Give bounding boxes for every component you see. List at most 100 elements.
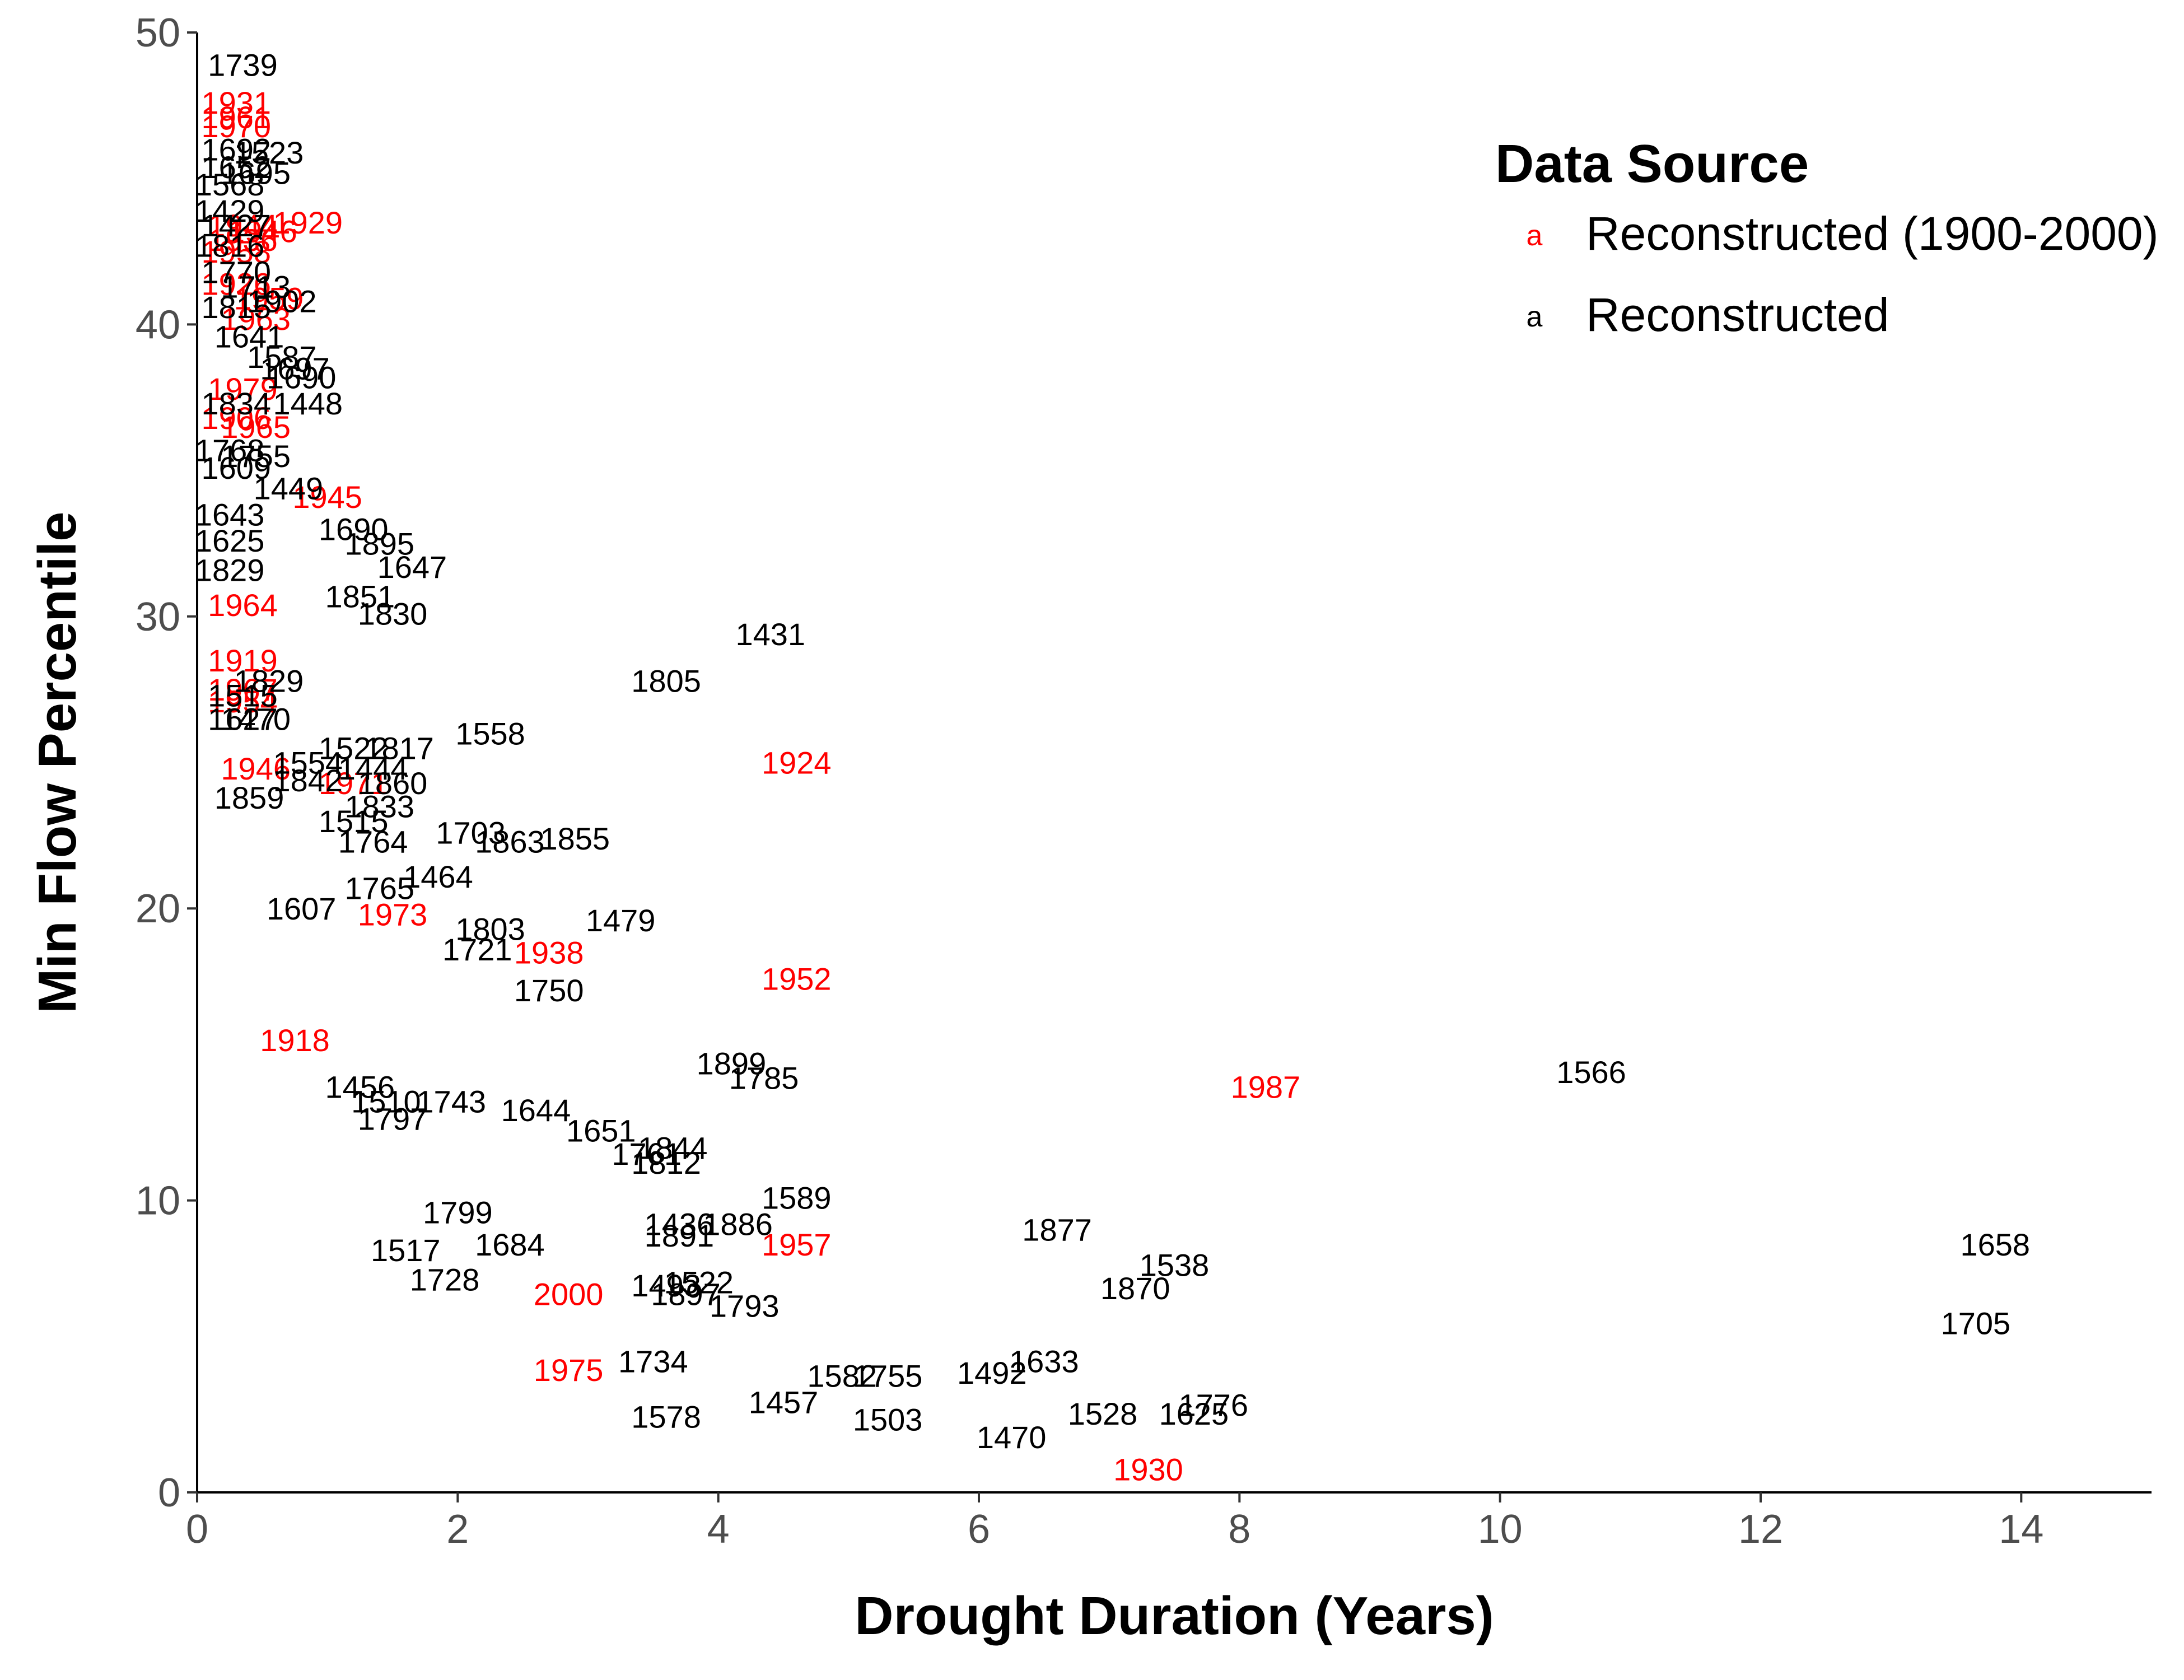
data-point-label: 1930: [1113, 1452, 1183, 1487]
data-point-label: 1515: [208, 678, 278, 713]
data-point-label: 1607: [267, 891, 337, 926]
data-point-label: 1973: [358, 897, 428, 932]
data-point-label: 1938: [514, 935, 584, 970]
data-point-label: 1587: [247, 339, 317, 375]
x-tick-label: 10: [1478, 1507, 1523, 1552]
data-point-label: 1566: [1556, 1054, 1626, 1090]
data-point-label: 1805: [631, 664, 701, 699]
data-point-label: 1470: [221, 701, 291, 736]
data-point-label: 1464: [403, 859, 473, 894]
data-point-label: 1870: [1100, 1271, 1170, 1306]
data-point-label: 1582: [807, 1358, 877, 1393]
legend-entry-label: Reconstructed (1900-2000): [1586, 207, 2159, 260]
x-tick-label: 14: [1999, 1507, 2043, 1552]
x-tick-label: 12: [1738, 1507, 1783, 1552]
data-point-label: 1643: [195, 497, 265, 532]
data-point-label: 1958: [202, 234, 272, 269]
data-point-label: 1926: [202, 266, 272, 301]
data-point-label: 1449: [254, 470, 324, 506]
data-point-label: 1609: [202, 450, 272, 486]
data-point-label: 1979: [208, 371, 278, 407]
data-point-label: 1931: [202, 85, 272, 120]
y-tick-label: 20: [136, 886, 180, 931]
data-point-label: 1457: [749, 1384, 819, 1420]
data-point-label: 1431: [735, 617, 805, 652]
data-point-label: 1743: [416, 1084, 486, 1119]
data-point-label: 1692: [202, 132, 272, 167]
data-point-label: 1510: [351, 1084, 421, 1119]
data-point-label: 1902: [247, 284, 317, 319]
data-point-label: 1936: [208, 222, 278, 258]
data-point-label: 1522: [319, 730, 389, 766]
data-point-label: 1523: [234, 135, 304, 170]
data-point-label: 1750: [514, 973, 584, 1008]
data-point-label: 1515: [319, 804, 389, 839]
data-point-label: 1833: [344, 789, 414, 824]
data-point-label: 1658: [1961, 1227, 2031, 1262]
data-point-label: 1558: [455, 716, 525, 751]
data-point-label: 1652: [202, 150, 272, 185]
data-point-label: 1436: [645, 1206, 715, 1242]
legend-title: Data Source: [1495, 134, 1809, 194]
data-point-label: 1799: [423, 1194, 493, 1230]
data-point-label: 1528: [1068, 1396, 1138, 1431]
data-point-label: 1690: [267, 360, 337, 395]
data-point-label: 1768: [195, 433, 265, 468]
data-point-label: 1952: [762, 961, 832, 996]
x-tick-label: 4: [707, 1507, 730, 1552]
y-tick-label: 10: [136, 1179, 180, 1224]
data-point-label: 1929: [273, 205, 343, 240]
y-tick-label: 0: [158, 1471, 180, 1515]
data-point-label: 1785: [729, 1061, 799, 1096]
y-tick-label: 50: [136, 11, 180, 55]
data-point-label: 1803: [455, 912, 525, 947]
data-point-label: 1739: [208, 47, 278, 82]
y-tick-label: 40: [136, 302, 180, 347]
data-point-label: 1834: [202, 386, 272, 421]
data-point-label: 1728: [410, 1262, 480, 1297]
data-point-label: 1797: [358, 1102, 428, 1137]
data-point-label: 1456: [325, 1069, 395, 1104]
data-point-label: 1844: [638, 1131, 708, 1166]
data-point-label: 1895: [344, 526, 414, 561]
data-point-label: 1721: [442, 932, 512, 967]
data-point-label: 1761: [612, 1136, 682, 1172]
data-point-label: 1897: [651, 1276, 721, 1312]
legend-key-glyph: a: [1527, 220, 1543, 252]
data-point-label: 1987: [1231, 1069, 1301, 1104]
data-point-label: 1633: [1009, 1343, 1079, 1379]
data-point-label: 1764: [338, 824, 408, 859]
data-point-label: 1755: [853, 1358, 923, 1393]
data-point-label: 1946: [227, 214, 297, 249]
data-point-label: 1812: [631, 1145, 701, 1180]
x-tick-label: 6: [968, 1507, 990, 1552]
data-point-label: 1522: [664, 1265, 734, 1300]
data-point-label: 1427: [202, 208, 272, 243]
data-point-label: 1829: [234, 664, 304, 699]
data-point-label: 1429: [195, 193, 265, 228]
data-points: 1931196119701929194419461936195819261959…: [195, 47, 2030, 1487]
legend-entry-label: Reconstructed: [1586, 288, 1889, 341]
data-point-label: 1444: [338, 751, 408, 786]
data-point-label: 1919: [208, 643, 278, 678]
data-point-label: 1697: [260, 351, 330, 386]
data-point-label: 1816: [195, 228, 265, 264]
axes: 0 2 4 6 8 10 12 14 0 10 20 30 40 50: [136, 11, 2152, 1552]
data-point-label: 1690: [319, 511, 389, 547]
data-point-label: 1625: [1159, 1396, 1229, 1431]
data-point-label: 1964: [208, 587, 278, 623]
data-point-label: 1946: [221, 751, 291, 786]
data-point-label: 1863: [475, 824, 545, 859]
data-point-label: 1765: [344, 871, 414, 906]
data-point-label: 1479: [586, 903, 656, 938]
data-point-label: 1963: [221, 301, 291, 337]
data-point-label: 1959: [234, 281, 304, 316]
data-point-label: 1755: [221, 438, 291, 474]
data-point-label: 1641: [214, 319, 284, 354]
data-point-label: 1842: [273, 763, 343, 798]
data-point-label: 1625: [195, 523, 265, 558]
x-tick-label: 0: [186, 1507, 208, 1552]
data-point-label: 1644: [501, 1093, 571, 1128]
data-point-label: 1918: [260, 1023, 330, 1058]
data-point-label: 1891: [645, 1218, 715, 1253]
